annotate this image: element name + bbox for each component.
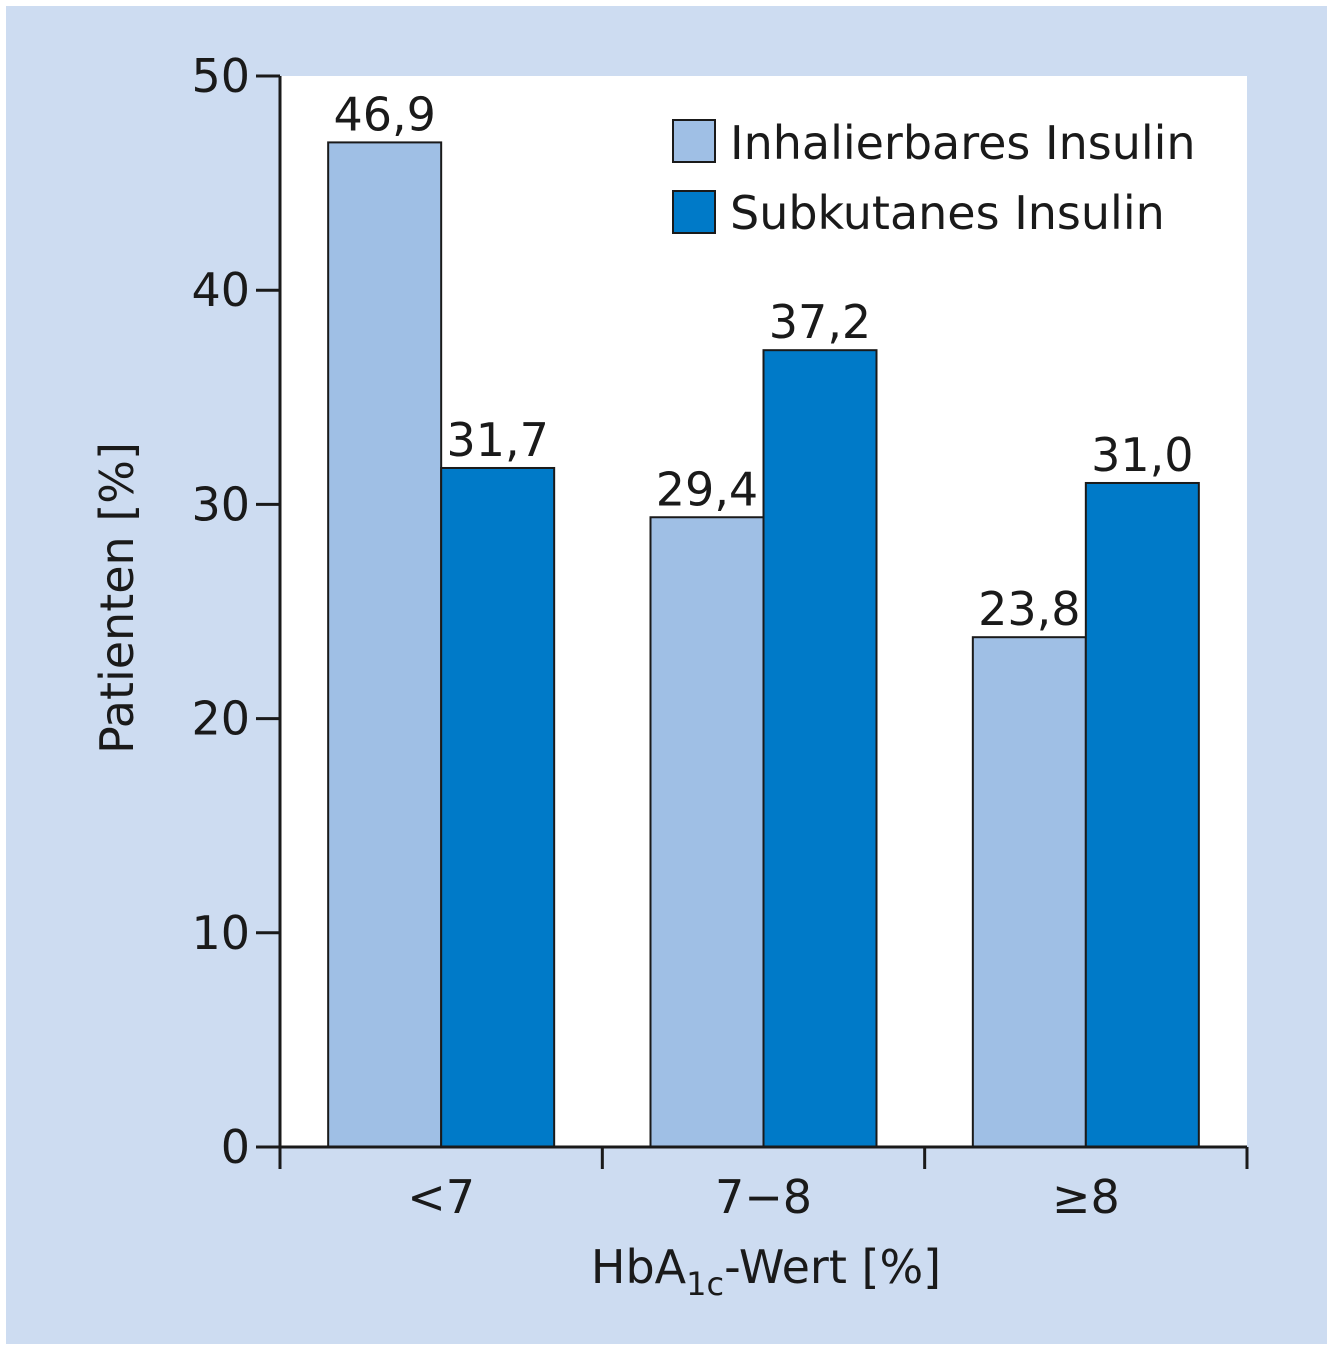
legend-label-subkutanes: Subkutanes Insulin [730,186,1165,240]
legend-label-inhalierbares: Inhalierbares Insulin [730,116,1196,170]
legend-swatch-subkutanes [672,190,716,234]
bar-subkutanes-1 [440,466,556,1148]
value-label-inhalierbares-2: 29,4 [656,462,758,516]
y-tick-label-30: 30 [191,477,250,531]
axes-group: <7 7−8 ≥8 0 10 20 30 40 50 [191,49,1249,1224]
x-tick-label-1: <7 [407,1170,475,1224]
value-label-inhalierbares-3: 23,8 [978,582,1080,636]
x-tick-label-3: ≥8 [1052,1170,1120,1224]
bar-subkutanes-3 [1084,481,1200,1149]
y-tick-label-20: 20 [191,692,250,746]
value-label-subkutanes-3: 31,0 [1091,428,1193,482]
legend-swatch-inhalierbares [672,119,716,163]
value-label-inhalierbares-1: 46,9 [333,87,435,141]
x-axis-title-subscript: 1c [686,1265,724,1303]
legend: Inhalierbares Insulin Subkutanes Insulin [672,116,1196,240]
value-label-subkutanes-2: 37,2 [769,295,871,349]
y-axis-title: Patienten [%] [90,442,144,754]
value-labels-group: 46,9 31,7 29,4 37,2 23,8 31,0 [333,87,1193,636]
y-tick-label-10: 10 [191,906,250,960]
bar-inhalierbares-1 [327,141,443,1149]
bar-inhalierbares-3 [971,636,1087,1148]
y-tick-label-50: 50 [191,49,250,103]
bar-subkutanes-2 [762,349,878,1148]
y-tick-label-0: 0 [221,1120,250,1174]
bar-inhalierbares-2 [649,516,765,1148]
value-label-subkutanes-1: 31,7 [446,413,548,467]
x-axis-title: HbA1c-Wert [%] [591,1240,941,1303]
y-tick-label-40: 40 [191,263,250,317]
x-axis-title-main: HbA [591,1240,687,1294]
x-tick-label-2: 7−8 [715,1170,812,1224]
bars-group [327,141,1200,1149]
x-axis-title-suffix: -Wert [%] [724,1240,941,1294]
